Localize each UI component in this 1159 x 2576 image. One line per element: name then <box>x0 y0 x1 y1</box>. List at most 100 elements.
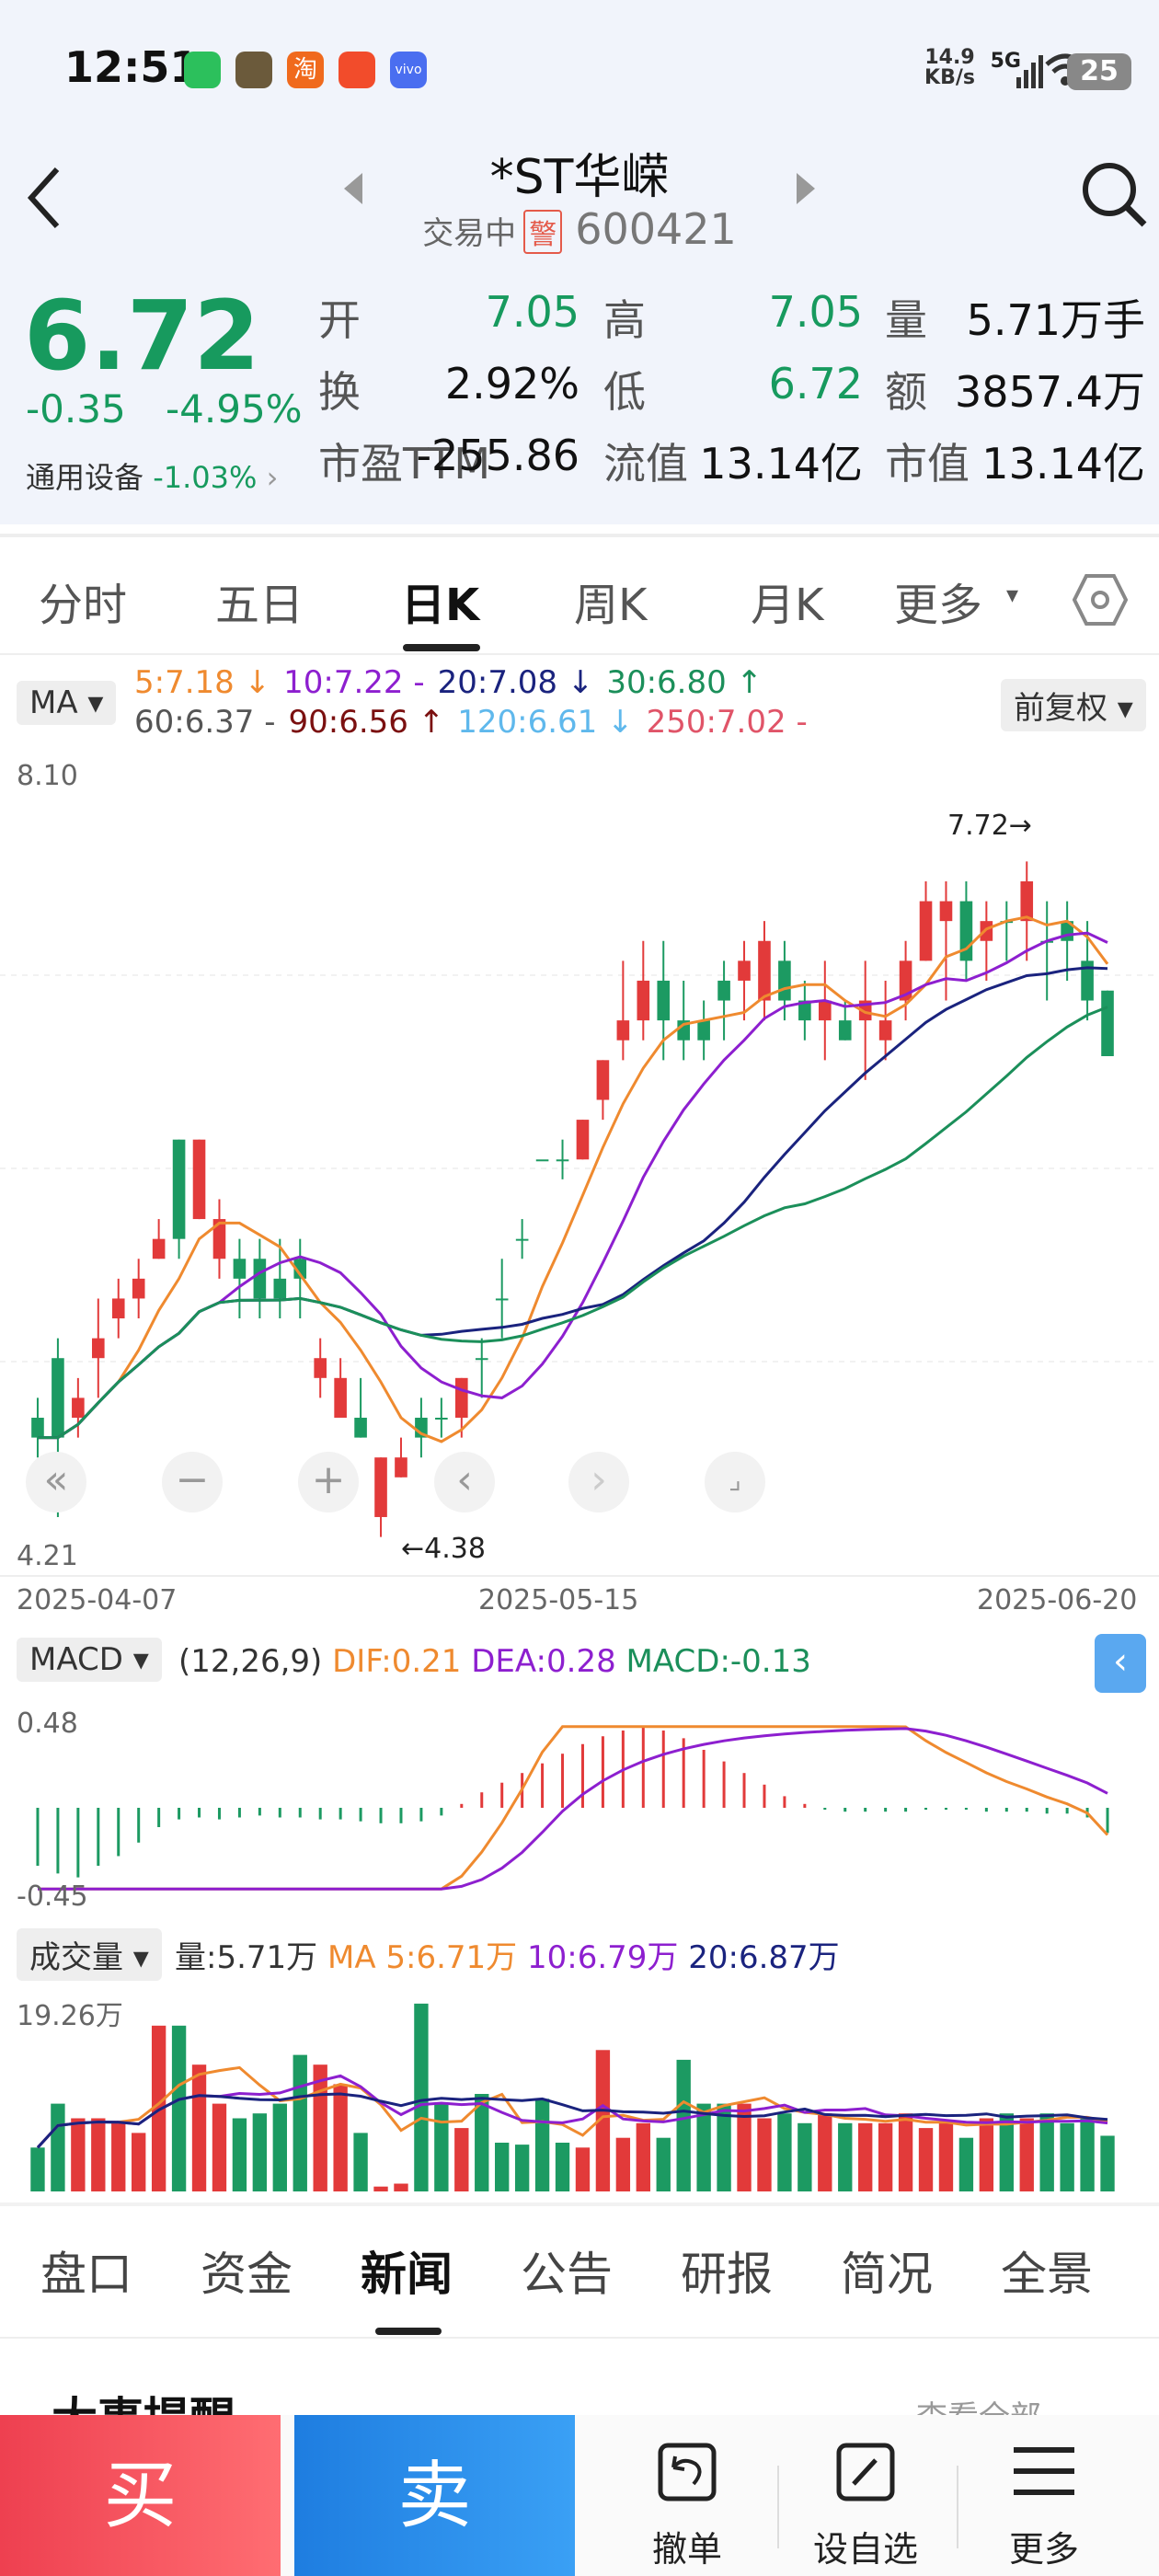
info-tab[interactable]: 全景 <box>1001 2248 1093 2301</box>
volume-bar <box>91 2118 106 2191</box>
candle <box>152 1238 166 1259</box>
volume-bar <box>999 2113 1014 2191</box>
divider <box>777 2466 779 2548</box>
ma-value: 250:7.02 - <box>646 704 808 741</box>
status-time: 12:51 <box>64 42 200 92</box>
adjust-label: 前复权 <box>1014 690 1107 727</box>
adjust-selector[interactable]: 前复权 ▾ <box>1001 679 1146 731</box>
info-tab[interactable]: 新闻 <box>361 2248 453 2301</box>
candle <box>798 1000 811 1021</box>
info-tab[interactable]: 公告 <box>521 2248 613 2301</box>
volume-bar <box>818 2113 832 2191</box>
macd-ymax-label: 0.48 <box>17 1708 78 1740</box>
volume-bar <box>918 2128 934 2191</box>
candle <box>637 980 650 1021</box>
quote-label: 市值 <box>885 439 970 489</box>
zoom-in-icon[interactable]: + <box>298 1452 359 1512</box>
volume-bar <box>132 2133 146 2191</box>
date-start: 2025-04-07 <box>17 1584 178 1616</box>
cancel-order-button[interactable]: 撤单 <box>651 2529 722 2570</box>
prev-stock-icon[interactable] <box>342 173 364 204</box>
scroll-right-icon[interactable]: › <box>568 1452 629 1512</box>
volume-bar <box>838 2122 853 2191</box>
volume-bar <box>293 2054 307 2191</box>
volume-selector[interactable]: 成交量 ▾ <box>17 1928 162 1981</box>
volume-bar <box>615 2137 631 2191</box>
candle <box>31 1418 44 1438</box>
candle <box>1101 990 1114 1056</box>
macd-dif: DIF:0.21 <box>332 1643 462 1680</box>
quote-value: 13.14亿 <box>981 439 1145 489</box>
volume-bar <box>676 2059 691 2191</box>
quote-value: 2.92% <box>444 359 580 408</box>
tab-period[interactable]: 日K <box>401 580 480 631</box>
price-change: -0.35 <box>26 386 126 431</box>
ma-line-30 <box>38 1006 1108 1440</box>
info-tab[interactable]: 资金 <box>201 2248 293 2301</box>
candle <box>717 980 730 1001</box>
volume-bar <box>979 2118 994 2191</box>
add-watch-button[interactable]: 设自选 <box>812 2529 918 2570</box>
volume-bar <box>798 2122 812 2191</box>
fullscreen-icon[interactable]: ⌟ <box>705 1452 765 1512</box>
sector-link[interactable]: 通用设备 -1.03% › <box>26 454 278 497</box>
candle <box>657 980 671 1021</box>
search-icon[interactable] <box>1078 158 1148 228</box>
ma-value: 30:6.80 ↑ <box>606 664 763 701</box>
volume-bar <box>595 2050 611 2191</box>
scroll-start-icon[interactable]: « <box>26 1452 86 1512</box>
ma-value: 120:6.61 ↓ <box>457 704 634 741</box>
candle <box>395 1457 407 1478</box>
quote-value: 7.05 <box>485 287 580 337</box>
candle <box>899 960 912 1001</box>
quote-label: 市盈TTM <box>318 439 491 489</box>
quote-label: 额 <box>885 367 927 417</box>
tab-period[interactable]: 月K <box>751 580 824 631</box>
macd-selector[interactable]: MACD ▾ <box>17 1638 162 1682</box>
tab-period[interactable]: 周K <box>574 580 648 631</box>
sector-name: 通用设备 <box>26 460 144 495</box>
volume-bar <box>212 2103 227 2191</box>
volume-bar <box>495 2143 510 2191</box>
zoom-out-icon[interactable]: − <box>162 1452 223 1512</box>
quote-value: 6.72 <box>768 359 863 408</box>
macd-ymin-label: -0.45 <box>17 1880 88 1913</box>
candlestick-chart[interactable] <box>0 754 1159 1582</box>
volume-bar <box>555 2143 570 2191</box>
date-end: 2025-06-20 <box>977 1584 1138 1616</box>
quote-value: 5.71万手 <box>966 295 1145 345</box>
ma-line-2: 60:6.37 - 90:6.56 ↑ 120:6.61 ↓ 250:7.02 - <box>134 704 820 741</box>
settings-hex-icon[interactable] <box>1073 572 1128 627</box>
tab-period[interactable]: 分时 <box>39 580 128 631</box>
quote-label: 开 <box>318 295 361 345</box>
tab-period[interactable]: 更多 <box>894 580 983 631</box>
volume-legend: 量:5.71万 MA 5:6.71万 10:6.79万 20:6.87万 <box>175 1932 840 1977</box>
ma-line-5 <box>38 915 1109 1443</box>
signal-5g: 5G <box>990 50 1021 73</box>
volume-bar <box>1100 2135 1115 2191</box>
scroll-left-icon[interactable]: ‹ <box>434 1452 495 1512</box>
volume-bar <box>313 2064 327 2191</box>
next-stock-icon[interactable] <box>795 173 817 204</box>
back-arrow-icon[interactable] <box>26 166 63 230</box>
volume-bar <box>1039 2113 1054 2191</box>
candle <box>72 1397 85 1419</box>
info-tab[interactable]: 研报 <box>681 2248 773 2301</box>
candle <box>475 1358 488 1361</box>
info-tab[interactable]: 简况 <box>841 2248 933 2301</box>
collapse-panel-icon[interactable]: ‹ <box>1095 1634 1146 1693</box>
price-change-pct: -4.95% <box>166 386 303 431</box>
quote-value: -255.86 <box>416 431 580 480</box>
candle <box>515 1238 529 1241</box>
tab-underline <box>403 644 480 651</box>
quote-value: 7.05 <box>768 287 863 337</box>
buy-button[interactable]: 买 <box>0 2415 281 2576</box>
info-tab[interactable]: 盘口 <box>40 2248 132 2301</box>
tab-period[interactable]: 五日 <box>215 580 304 631</box>
volume-ma10: 10:6.79万 <box>527 1939 679 1976</box>
volume-bar <box>111 2122 126 2191</box>
more-button[interactable]: 更多 <box>1008 2529 1079 2570</box>
sell-button[interactable]: 卖 <box>294 2415 575 2576</box>
candle <box>596 1060 610 1100</box>
ma-selector[interactable]: MA ▾ <box>17 681 117 725</box>
